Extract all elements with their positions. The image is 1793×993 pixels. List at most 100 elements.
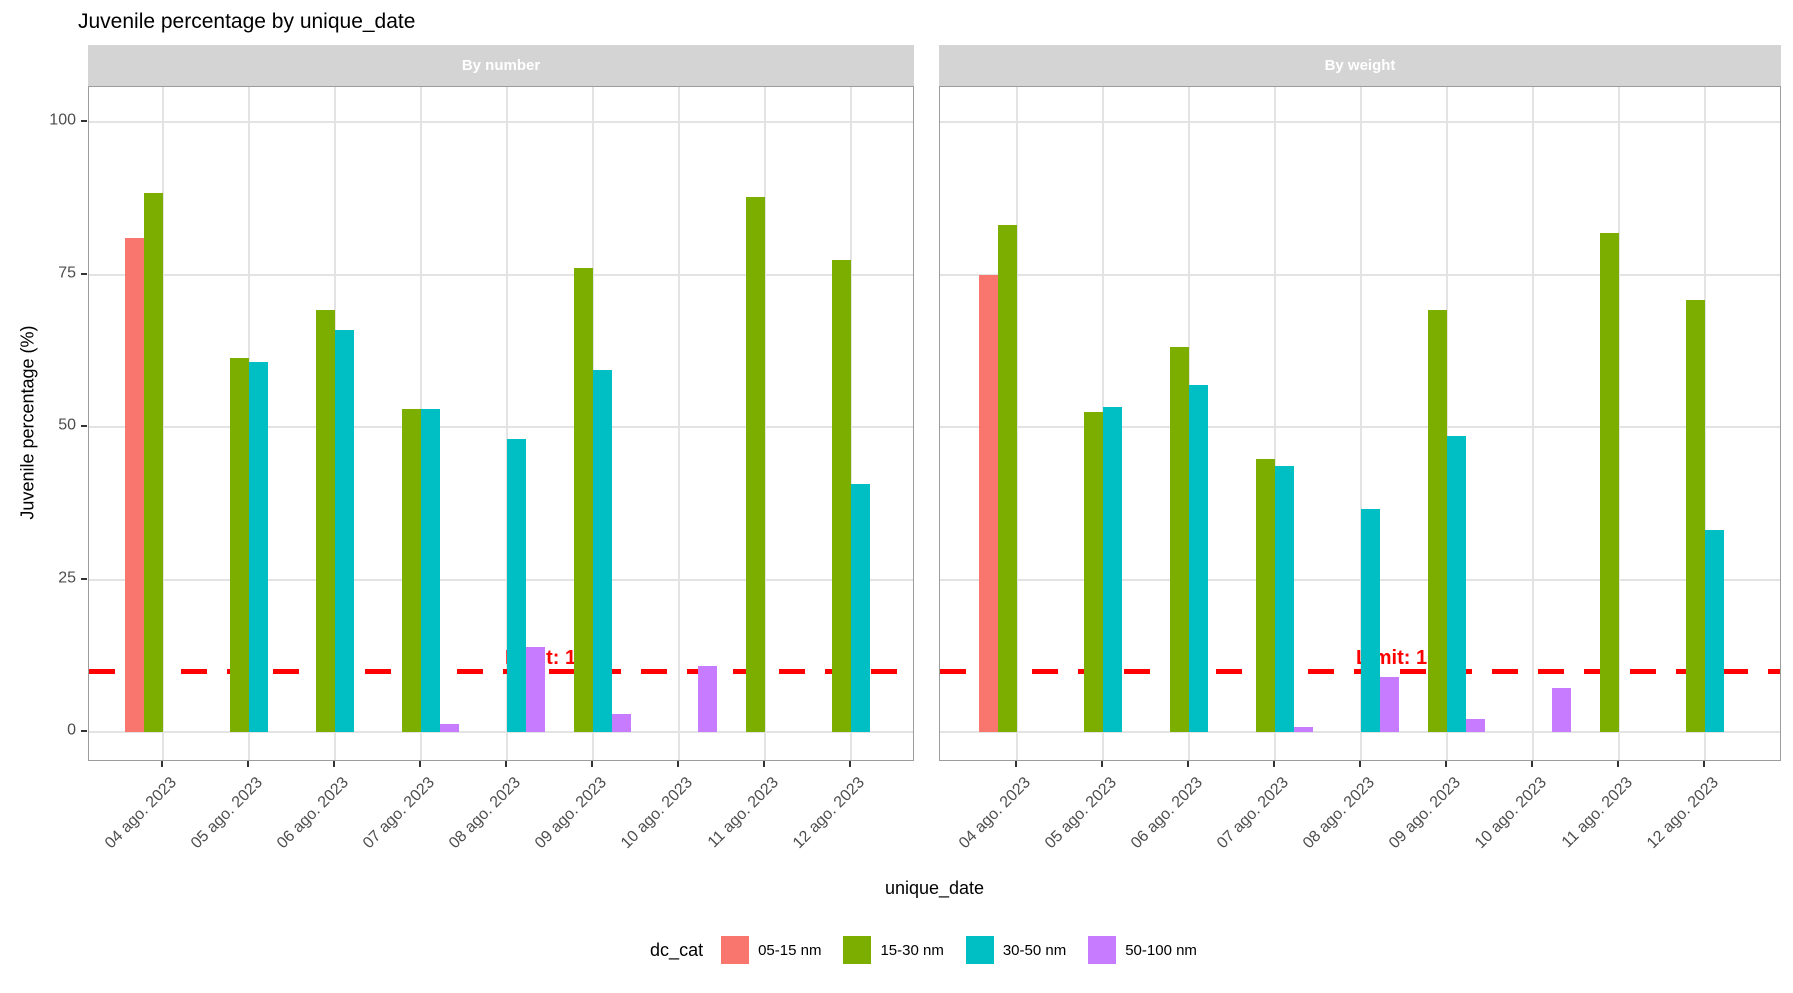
- facet-strip: By number: [88, 45, 914, 86]
- limit-line: [89, 668, 913, 674]
- bar: [612, 713, 631, 732]
- legend-item-label: 05-15 nm: [758, 941, 822, 959]
- bar: [1361, 509, 1380, 732]
- limit-line: [940, 668, 1780, 674]
- x-axis-tick-label: 07 ago. 2023: [359, 774, 439, 853]
- bar: [593, 369, 612, 732]
- gridline-vertical: [1016, 87, 1018, 760]
- bar: [507, 439, 526, 732]
- panel-by-number: Limit: 10 %: [88, 86, 914, 761]
- gridline-vertical: [1360, 87, 1362, 760]
- gridline-horizontal: [940, 121, 1780, 124]
- bar: [851, 483, 870, 732]
- gridline-vertical: [506, 87, 508, 760]
- x-axis-tick: [505, 761, 507, 767]
- x-axis-tick: [1445, 761, 1447, 767]
- gridline-horizontal: [89, 273, 913, 276]
- bar: [1294, 727, 1313, 732]
- bar: [746, 197, 765, 732]
- legend-swatch: [1088, 936, 1117, 964]
- x-axis-tick-label: 04 ago. 2023: [955, 774, 1035, 853]
- legend-items: 05-15 nm 15-30 nm 30-50 nm 50-100 nm: [721, 936, 1219, 964]
- bar: [1275, 466, 1294, 732]
- bar: [1084, 411, 1103, 732]
- bar: [1256, 458, 1275, 732]
- gridline-horizontal: [89, 578, 913, 581]
- bar: [1189, 385, 1208, 732]
- x-axis-tick-label: 11 ago. 2023: [1558, 774, 1637, 852]
- bar: [1380, 677, 1399, 732]
- bar: [402, 408, 421, 732]
- bar: [698, 666, 717, 732]
- x-axis-tick-label: 05 ago. 2023: [187, 774, 267, 853]
- bar: [1447, 435, 1466, 732]
- x-axis-tick: [763, 761, 765, 767]
- x-axis-tick: [1531, 761, 1533, 767]
- bar: [1686, 300, 1705, 732]
- x-axis-tick-label: 09 ago. 2023: [531, 774, 611, 853]
- gridline-vertical: [1446, 87, 1448, 760]
- y-axis-tick: [81, 272, 87, 275]
- x-axis-tick: [419, 761, 421, 767]
- x-axis-tick-label: 11 ago. 2023: [704, 774, 783, 852]
- gridline-vertical: [1704, 87, 1706, 760]
- x-axis-tick: [1101, 761, 1103, 767]
- x-axis-tick-label: 10 ago. 2023: [617, 774, 697, 853]
- gridline-horizontal: [89, 426, 913, 429]
- x-axis-tick-label: 04 ago. 2023: [101, 774, 181, 853]
- bar: [316, 309, 335, 732]
- y-axis-tick-label: 75: [58, 264, 76, 282]
- bar: [574, 268, 593, 732]
- x-axis-title: unique_date: [884, 878, 985, 898]
- x-axis-tick-label: 09 ago. 2023: [1385, 774, 1465, 853]
- legend-swatch: [843, 936, 872, 964]
- facet-strip-label: By weight: [1324, 57, 1396, 74]
- gridline-vertical: [1274, 87, 1276, 760]
- bar: [979, 275, 998, 732]
- x-axis-tick: [161, 761, 163, 767]
- bar: [421, 408, 440, 732]
- legend: dc_cat 05-15 nm 15-30 nm 30-50 nm 50-100 nm: [88, 936, 1781, 964]
- gridline-vertical: [764, 87, 766, 760]
- legend-item: 05-15 nm: [721, 936, 821, 964]
- x-axis-tick: [1617, 761, 1619, 767]
- x-axis-tick: [1273, 761, 1275, 767]
- y-axis-tick: [81, 577, 87, 580]
- bar: [1552, 688, 1571, 732]
- gridline-horizontal: [940, 578, 1780, 581]
- x-axis-tick: [849, 761, 851, 767]
- x-axis-tick: [677, 761, 679, 767]
- x-axis-tick: [1359, 761, 1361, 767]
- gridline-horizontal: [940, 273, 1780, 276]
- x-axis-tick-label: 08 ago. 2023: [445, 774, 525, 853]
- legend-swatch: [965, 936, 994, 964]
- y-axis-tick-label: 50: [58, 416, 76, 434]
- bar: [1170, 347, 1189, 732]
- legend-item-label: 50-100 nm: [1125, 941, 1197, 959]
- y-axis-tick-label: 0: [67, 721, 76, 739]
- gridline-vertical: [162, 87, 164, 760]
- gridline-vertical: [1532, 87, 1534, 760]
- gridline-horizontal: [940, 731, 1780, 733]
- bar: [1600, 233, 1619, 732]
- bar: [125, 238, 144, 732]
- y-axis-tick-label: 25: [58, 569, 76, 587]
- y-axis-tick-label: 100: [49, 112, 76, 130]
- legend-item-label: 15-30 nm: [880, 941, 944, 959]
- legend-swatch: [721, 936, 750, 964]
- gridline-horizontal: [89, 731, 913, 733]
- x-axis-tick-label: 06 ago. 2023: [273, 774, 353, 853]
- x-axis-tick: [591, 761, 593, 767]
- legend-item: 15-30 nm: [843, 936, 944, 964]
- y-axis-tick: [81, 425, 87, 428]
- bar: [526, 646, 545, 732]
- x-axis-tick: [1703, 761, 1705, 767]
- bar: [1428, 309, 1447, 732]
- bar: [230, 358, 249, 732]
- legend-item: 50-100 nm: [1088, 936, 1197, 964]
- chart-title: Juvenile percentage by unique_date: [78, 10, 416, 33]
- bar: [335, 329, 354, 732]
- gridline-horizontal: [89, 121, 913, 124]
- x-axis-tick-label: 10 ago. 2023: [1471, 774, 1551, 853]
